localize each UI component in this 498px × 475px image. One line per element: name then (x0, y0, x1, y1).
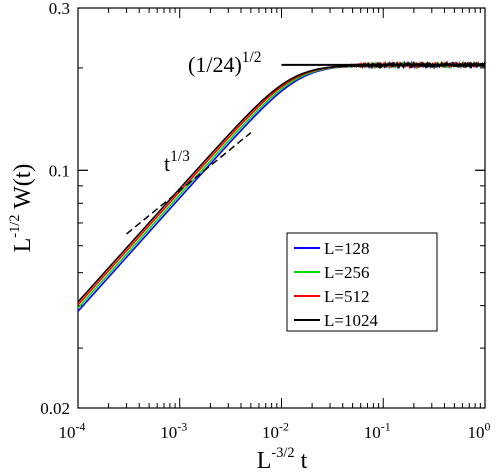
plateau-label: (1/24)1/2 (188, 49, 261, 77)
slope-guide-line (126, 132, 252, 235)
y-tick-label: 0.02 (40, 399, 70, 418)
legend-entry: L=128 (324, 239, 369, 258)
tick-labels: 10-4 10-3 10-2 10-1 100 0.02 0.1 0.3 (40, 0, 490, 442)
y-tick-label: 0.1 (49, 161, 70, 180)
slope-label: t1/3 (164, 148, 190, 176)
x-axis-label: L-3/2 t (257, 445, 308, 474)
plot-frame (77, 7, 486, 409)
x-tick-label: 10-1 (364, 419, 391, 442)
annotation-layer: t1/3 (1/24)1/2 (126, 49, 485, 235)
x-tick-label: 100 (468, 419, 491, 442)
legend: L=128 L=256 L=512 L=1024 (286, 232, 438, 332)
x-tick-label: 10-3 (160, 419, 187, 442)
x-tick-label: 10-2 (262, 419, 289, 442)
legend-entry: L=256 (324, 263, 369, 282)
legend-entry: L=1024 (324, 311, 378, 330)
legend-box (286, 232, 438, 332)
axis-ticks (77, 7, 486, 409)
x-tick-label: 10-4 (59, 419, 86, 442)
legend-entry: L=512 (324, 287, 369, 306)
y-axis-label: L-1/2 W(t) (7, 164, 36, 253)
y-tick-label: 0.3 (49, 0, 70, 18)
